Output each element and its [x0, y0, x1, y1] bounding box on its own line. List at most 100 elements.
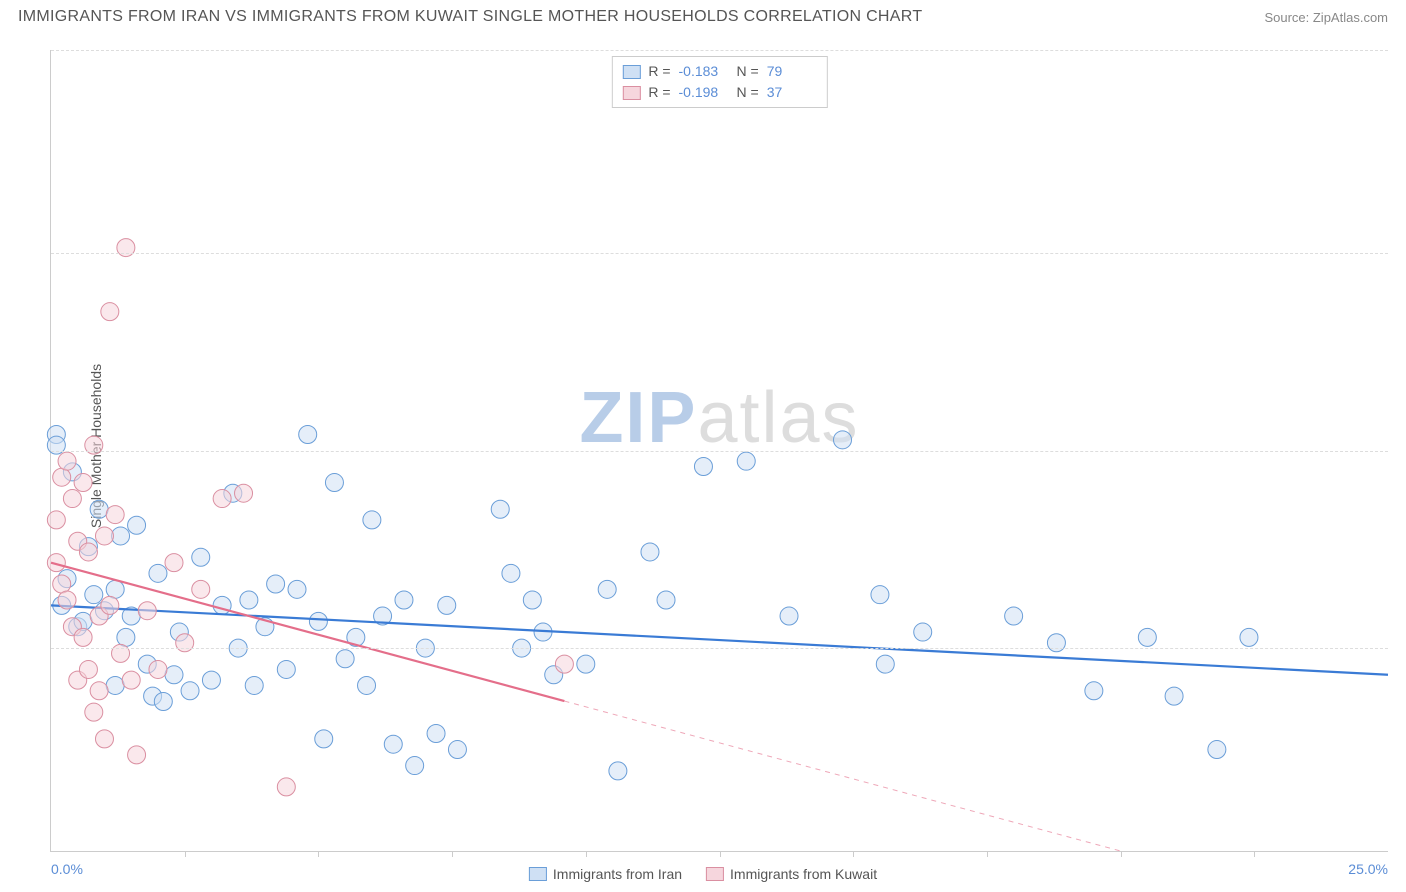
data-point: [1138, 628, 1156, 646]
x-tick: [318, 851, 319, 857]
data-point: [213, 596, 231, 614]
r-label: R =: [648, 82, 670, 103]
data-point: [1085, 682, 1103, 700]
data-point: [876, 655, 894, 673]
y-tick-label: 15.0%: [1398, 42, 1406, 58]
r-label: R =: [648, 61, 670, 82]
data-point: [58, 591, 76, 609]
n-label: N =: [737, 82, 759, 103]
n-value: 37: [767, 82, 817, 103]
legend-item: Immigrants from Iran: [529, 866, 682, 882]
data-point: [74, 628, 92, 646]
data-point: [47, 554, 65, 572]
data-point: [95, 527, 113, 545]
legend-label: Immigrants from Kuwait: [730, 866, 877, 882]
data-point: [914, 623, 932, 641]
data-point: [47, 511, 65, 529]
chart-title: IMMIGRANTS FROM IRAN VS IMMIGRANTS FROM …: [18, 8, 922, 26]
data-point: [79, 660, 97, 678]
data-point: [406, 757, 424, 775]
data-point: [154, 692, 172, 710]
data-point: [240, 591, 258, 609]
r-value: -0.198: [679, 82, 729, 103]
source-label: Source: ZipAtlas.com: [1264, 10, 1388, 25]
data-point: [79, 543, 97, 561]
data-point: [502, 564, 520, 582]
data-point: [138, 602, 156, 620]
trend-line-dashed: [564, 701, 1120, 851]
legend-swatch: [622, 86, 640, 100]
data-point: [101, 596, 119, 614]
data-point: [1005, 607, 1023, 625]
data-point: [299, 425, 317, 443]
data-point: [117, 628, 135, 646]
data-point: [358, 676, 376, 694]
y-tick-label: 11.2%: [1398, 245, 1406, 261]
data-point: [85, 703, 103, 721]
data-point: [165, 554, 183, 572]
data-point: [336, 650, 354, 668]
n-label: N =: [737, 61, 759, 82]
chart-header: IMMIGRANTS FROM IRAN VS IMMIGRANTS FROM …: [0, 0, 1406, 30]
data-point: [58, 452, 76, 470]
y-tick-label: 7.5%: [1398, 443, 1406, 459]
legend-swatch: [529, 867, 547, 881]
legend-item: Immigrants from Kuwait: [706, 866, 877, 882]
data-point: [737, 452, 755, 470]
chart-plot-area: ZIPatlas R =-0.183N =79R =-0.198N =37 3.…: [50, 50, 1388, 852]
x-tick: [586, 851, 587, 857]
data-point: [641, 543, 659, 561]
data-point: [277, 778, 295, 796]
data-point: [149, 660, 167, 678]
data-point: [74, 474, 92, 492]
x-tick: [1254, 851, 1255, 857]
legend-swatch: [622, 65, 640, 79]
data-point: [106, 676, 124, 694]
data-point: [106, 580, 124, 598]
data-point: [149, 564, 167, 582]
data-point: [427, 725, 445, 743]
data-point: [325, 474, 343, 492]
x-tick: [853, 851, 854, 857]
data-point: [63, 490, 81, 508]
data-point: [395, 591, 413, 609]
n-value: 79: [767, 61, 817, 82]
x-tick: [185, 851, 186, 857]
data-point: [363, 511, 381, 529]
data-point: [315, 730, 333, 748]
gridline: [51, 648, 1388, 649]
data-point: [384, 735, 402, 753]
data-point: [213, 490, 231, 508]
data-point: [267, 575, 285, 593]
data-point: [112, 527, 130, 545]
gridline: [51, 50, 1388, 51]
legend-swatch: [706, 867, 724, 881]
data-point: [90, 500, 108, 518]
data-point: [101, 303, 119, 321]
data-point: [277, 660, 295, 678]
data-point: [128, 516, 146, 534]
x-tick: [987, 851, 988, 857]
data-point: [165, 666, 183, 684]
data-point: [128, 746, 146, 764]
data-point: [192, 548, 210, 566]
data-point: [491, 500, 509, 518]
data-point: [598, 580, 616, 598]
data-point: [448, 741, 466, 759]
x-tick: [452, 851, 453, 857]
data-point: [85, 586, 103, 604]
stats-row: R = -0.198 N = 37: [622, 82, 816, 103]
data-point: [53, 468, 71, 486]
data-point: [609, 762, 627, 780]
data-point: [235, 484, 253, 502]
x-tick: [1121, 851, 1122, 857]
gridline: [51, 451, 1388, 452]
gridline: [51, 253, 1388, 254]
data-point: [1165, 687, 1183, 705]
data-point: [1240, 628, 1258, 646]
x-tick-label: 25.0%: [1348, 861, 1388, 877]
r-value: -0.183: [679, 61, 729, 82]
data-point: [780, 607, 798, 625]
data-point: [694, 458, 712, 476]
data-point: [577, 655, 595, 673]
